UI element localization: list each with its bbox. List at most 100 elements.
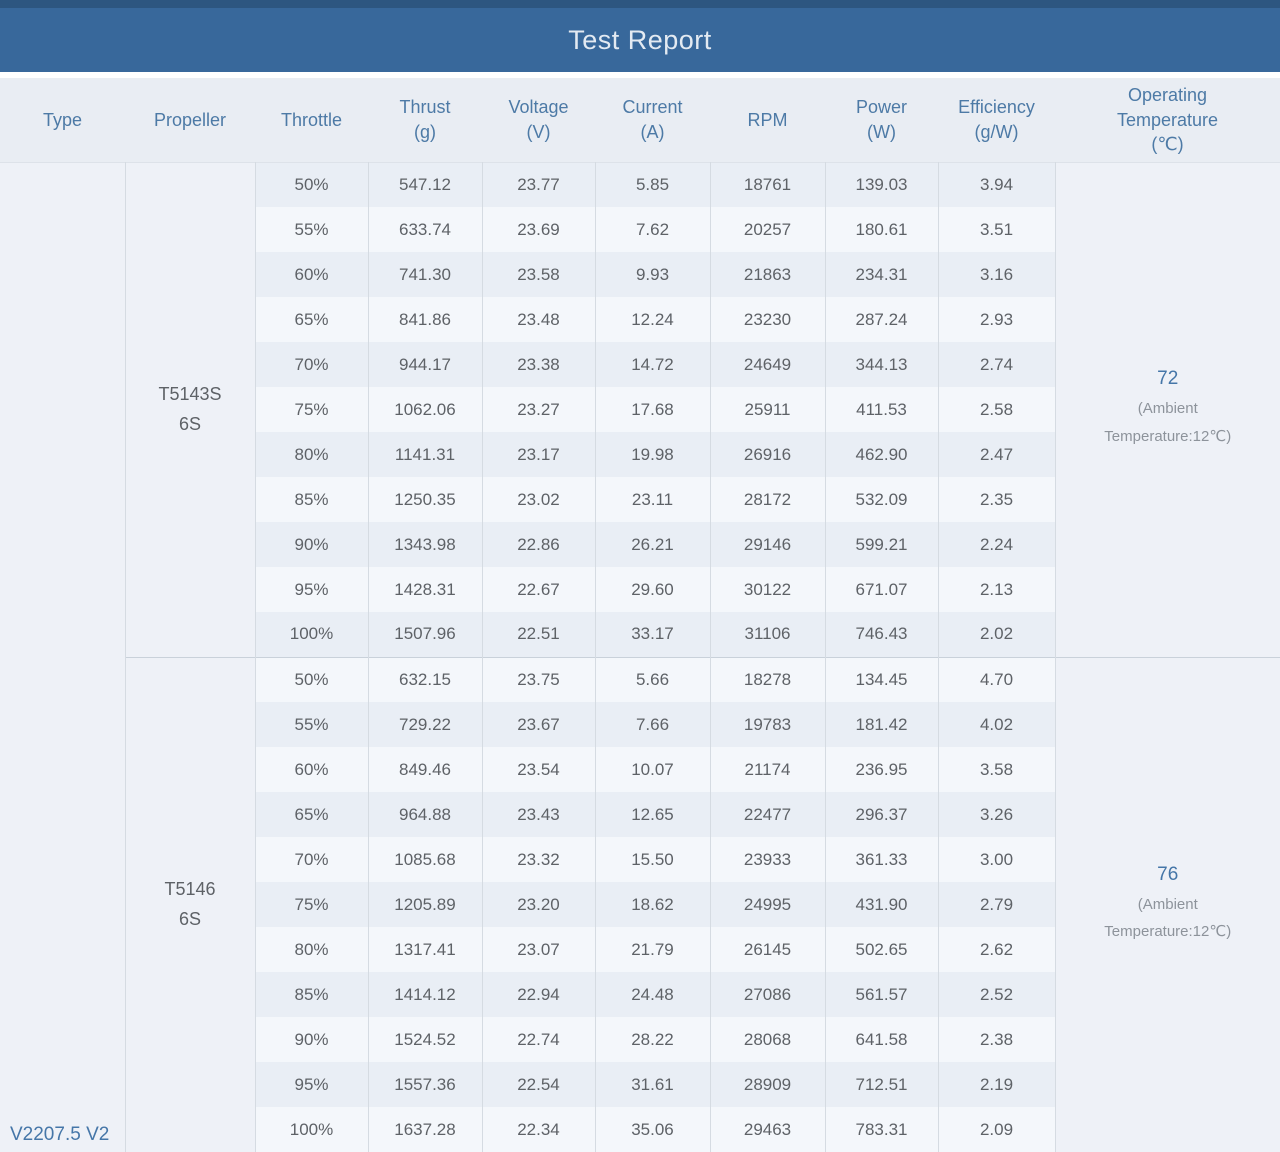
throttle-cell: 75%	[254, 882, 368, 927]
throttle-cell: 85%	[254, 477, 368, 522]
rpm-cell: 28172	[709, 477, 825, 522]
throttle-cell: 60%	[254, 747, 368, 792]
power-cell: 180.61	[824, 207, 938, 252]
propeller-name: T5143S	[158, 383, 222, 404]
data-row: 100% 1507.96 22.51 33.17 31106 746.43 2.02	[0, 612, 1280, 657]
power-cell: 641.58	[824, 1017, 938, 1062]
power-cell: 431.90	[824, 882, 938, 927]
current-cell: 10.07	[594, 747, 710, 792]
propeller-name: T5146	[164, 879, 216, 900]
data-row: 80% 1141.31 23.17 19.98 26916 462.90 2.47	[0, 432, 1280, 477]
thrust-cell: 1414.12	[367, 972, 482, 1017]
rpm-cell: 18761	[709, 162, 825, 207]
voltage-cell: 23.07	[481, 927, 595, 972]
efficiency-cell: 3.16	[937, 252, 1055, 297]
thrust-cell: 1062.06	[367, 387, 482, 432]
throttle-cell: 55%	[254, 207, 368, 252]
efficiency-cell: 4.70	[937, 656, 1055, 702]
motor-type-label: V2207.5 V2	[10, 1124, 110, 1145]
voltage-cell: 22.94	[481, 972, 595, 1017]
data-row: 60% 741.30 23.58 9.93 21863 234.31 3.16	[0, 252, 1280, 297]
rpm-cell: 22477	[709, 792, 825, 837]
operating-temperature-cell: 76 (Ambient Temperature:12℃)	[1054, 656, 1280, 1152]
report-title-bar: Test Report	[0, 8, 1280, 72]
throttle-cell: 90%	[254, 522, 368, 567]
efficiency-cell: 2.38	[937, 1017, 1055, 1062]
current-cell: 26.21	[594, 522, 710, 567]
data-row: T5146 6S 50% 632.15 23.75 5.66 18278 134.45 4.70…	[0, 656, 1280, 1152]
voltage-cell: 23.27	[481, 387, 595, 432]
current-cell: 7.62	[594, 207, 710, 252]
thrust-cell: 1085.68	[367, 837, 482, 882]
efficiency-cell: 2.62	[937, 927, 1055, 972]
current-cell: 23.11	[594, 477, 710, 522]
current-cell: 18.62	[594, 882, 710, 927]
voltage-cell: 23.20	[481, 882, 595, 927]
column-header-propeller: Propeller	[153, 109, 227, 130]
current-cell: 17.68	[594, 387, 710, 432]
ambient-temperature-note: (Ambient Temperature:12℃)	[1104, 895, 1232, 941]
power-cell: 532.09	[824, 477, 938, 522]
power-cell: 599.21	[824, 522, 938, 567]
data-row: 70% 1085.68 23.32 15.50 23933 361.33 3.00	[0, 837, 1280, 882]
throttle-cell: 80%	[254, 432, 368, 477]
current-cell: 15.50	[594, 837, 710, 882]
voltage-cell: 23.38	[481, 342, 595, 387]
data-row: 95% 1428.31 22.67 29.60 30122 671.07 2.13	[0, 567, 1280, 612]
thrust-cell: 1524.52	[367, 1017, 482, 1062]
current-cell: 5.66	[594, 656, 710, 702]
rpm-cell: 21863	[709, 252, 825, 297]
efficiency-cell: 2.35	[937, 477, 1055, 522]
thrust-cell: 1637.28	[367, 1107, 482, 1152]
efficiency-cell: 2.58	[937, 387, 1055, 432]
test-report-table: Type Propeller Throttle Thrust (g) Voltag…	[0, 78, 1280, 1152]
current-cell: 29.60	[594, 567, 710, 612]
thrust-cell: 547.12	[367, 162, 482, 207]
voltage-cell: 22.74	[481, 1017, 595, 1062]
data-row: 95% 1557.36 22.54 31.61 28909 712.51 2.19	[0, 1062, 1280, 1107]
efficiency-cell: 4.02	[937, 702, 1055, 747]
voltage-cell: 22.67	[481, 567, 595, 612]
thrust-cell: 849.46	[367, 747, 482, 792]
data-row: 70% 944.17 23.38 14.72 24649 344.13 2.74	[0, 342, 1280, 387]
rpm-cell: 26916	[709, 432, 825, 477]
efficiency-cell: 2.52	[937, 972, 1055, 1017]
data-row: 65% 964.88 23.43 12.65 22477 296.37 3.26	[0, 792, 1280, 837]
rpm-cell: 24995	[709, 882, 825, 927]
throttle-cell: 65%	[254, 792, 368, 837]
data-row: 90% 1524.52 22.74 28.22 28068 641.58 2.38	[0, 1017, 1280, 1062]
header-row: Type Propeller Throttle Thrust (g) Voltag…	[0, 78, 1280, 162]
column-header-efficiency: Efficiency (g/W)	[958, 97, 1035, 142]
power-cell: 139.03	[824, 162, 938, 207]
column-header-type: Type	[42, 109, 83, 130]
power-cell: 671.07	[824, 567, 938, 612]
power-cell: 783.31	[824, 1107, 938, 1152]
current-cell: 12.65	[594, 792, 710, 837]
data-row: 65% 841.86 23.48 12.24 23230 287.24 2.93	[0, 297, 1280, 342]
power-cell: 361.33	[824, 837, 938, 882]
table-body: V2207.5 V2 T5143S 6S 50% 547.12 23.77 5.85 1876…	[0, 162, 1280, 1152]
voltage-cell: 22.34	[481, 1107, 595, 1152]
temperature-value: 72	[1157, 368, 1179, 390]
efficiency-cell: 2.19	[937, 1062, 1055, 1107]
throttle-cell: 65%	[254, 297, 368, 342]
power-cell: 411.53	[824, 387, 938, 432]
column-header-operating-temperature: Operating Temperature (℃)	[1116, 85, 1219, 154]
thrust-cell: 1428.31	[367, 567, 482, 612]
throttle-cell: 70%	[254, 837, 368, 882]
rpm-cell: 28909	[709, 1062, 825, 1107]
voltage-cell: 23.32	[481, 837, 595, 882]
throttle-cell: 50%	[254, 162, 368, 207]
power-cell: 712.51	[824, 1062, 938, 1107]
voltage-cell: 23.54	[481, 747, 595, 792]
column-header-throttle: Throttle	[280, 109, 343, 130]
throttle-cell: 100%	[254, 1107, 368, 1152]
voltage-cell: 23.48	[481, 297, 595, 342]
voltage-cell: 23.77	[481, 162, 595, 207]
data-row: 80% 1317.41 23.07 21.79 26145 502.65 2.62	[0, 927, 1280, 972]
data-row: 55% 729.22 23.67 7.66 19783 181.42 4.02	[0, 702, 1280, 747]
rpm-cell: 28068	[709, 1017, 825, 1062]
throttle-cell: 95%	[254, 567, 368, 612]
data-row: 100% 1637.28 22.34 35.06 29463 783.31 2.09	[0, 1107, 1280, 1152]
efficiency-cell: 3.58	[937, 747, 1055, 792]
